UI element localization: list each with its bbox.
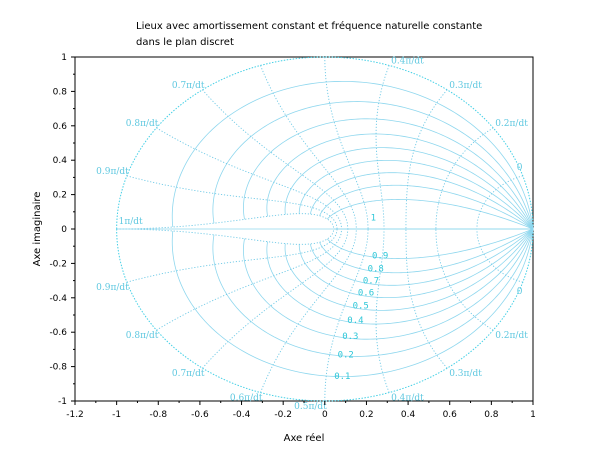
frequency-curve-0.3-lower xyxy=(405,228,448,369)
y-tick-label-0: 1 xyxy=(61,53,67,63)
y-axis-label: Axe imaginaire xyxy=(32,192,43,267)
frequency-curve-0.6-upper xyxy=(260,65,357,230)
frequency-curve-0.9-lower xyxy=(126,228,338,283)
x-tick-label-8: 0.4 xyxy=(401,410,416,420)
y-tick-label-2: 0.6 xyxy=(53,122,68,132)
curves-group xyxy=(116,56,534,402)
damping-curve-0.7-lower xyxy=(310,228,534,286)
damping-label-1: 0.2 xyxy=(338,351,354,361)
wn-label-upper-4: 0.7π/dt xyxy=(172,81,205,91)
y-tick-label-10: -1 xyxy=(58,397,67,407)
frequency-curve-0.4-upper xyxy=(375,65,390,230)
damping-curve-0.6-upper xyxy=(298,159,534,230)
x-tick-label-0: -1.2 xyxy=(66,410,84,420)
frequency-curve-0.8-lower xyxy=(156,228,343,331)
damping-curve-0.1-upper xyxy=(171,80,534,230)
damping-label-2: 0.3 xyxy=(342,332,358,342)
y-tick-label-3: 0.4 xyxy=(53,156,68,166)
wn-label-upper-6: 0.9π/dt xyxy=(96,167,129,177)
wn-label-upper-2: 0.3π/dt xyxy=(449,81,482,91)
damping-curve-0.3-upper xyxy=(243,118,534,230)
damping-curve-0.8-upper xyxy=(319,184,534,230)
frequency-curve-0.5-lower xyxy=(324,228,369,402)
x-tick-label-9: 0.6 xyxy=(443,410,458,420)
frequency-curve-1-lower xyxy=(116,228,335,245)
x-tick-label-10: 0.8 xyxy=(484,410,499,420)
damping-label-7: 0.8 xyxy=(368,265,384,275)
damping-curve-0.7-upper xyxy=(310,172,534,230)
damping-label-6: 0.7 xyxy=(363,277,379,287)
wn-label-lower-3: 0.4π/dt xyxy=(391,394,424,404)
frequency-curve-0.6-lower xyxy=(260,228,357,393)
wn-label-lower-6: 0.7π/dt xyxy=(172,369,205,379)
wn-label-lower-4: 0.5π/dt xyxy=(294,402,327,412)
damping-curve-0.8-lower xyxy=(319,228,534,274)
damping-curve-0.6-lower xyxy=(298,228,534,299)
damping-curve-0.2-upper xyxy=(212,101,534,230)
damping-label-0: 0.1 xyxy=(334,372,350,382)
y-tick-label-4: 0.2 xyxy=(53,191,67,201)
damping-curve-0.3-lower xyxy=(243,228,534,340)
x-tick-label-2: -0.8 xyxy=(149,410,167,420)
wn-label-lower-8: 0.9π/dt xyxy=(96,283,129,293)
damping-label-8: 0.9 xyxy=(372,252,388,262)
damping-curve-0.5-upper xyxy=(284,147,534,230)
wn-label-upper-1: 0.2π/dt xyxy=(495,119,528,129)
damping-label-9: 1 xyxy=(371,213,376,223)
y-tick-label-9: -0.8 xyxy=(49,363,67,373)
wn-label-lower-5: 0.6π/dt xyxy=(230,394,263,404)
frequency-curve-0.3-upper xyxy=(405,89,448,230)
frequency-curve-0.1-lower xyxy=(476,228,523,283)
y-tick-label-7: -0.4 xyxy=(49,294,67,304)
chart-title-line-1: Lieux avec amortissement constant et fré… xyxy=(136,20,482,32)
wn-label-lower-7: 0.8π/dt xyxy=(126,331,159,341)
frequency-curve-0.8-upper xyxy=(156,127,343,230)
damping-curve-0.4-upper xyxy=(266,133,534,230)
x-tick-label-5: -0.2 xyxy=(274,410,292,420)
x-tick-label-3: -0.6 xyxy=(191,410,209,420)
wn-label-upper-3: 0.4π/dt xyxy=(391,56,424,66)
damping-label-5: 0.6 xyxy=(358,289,374,299)
frequency-curve-0.9-upper xyxy=(126,175,338,230)
damping-curve-0.5-lower xyxy=(284,228,534,311)
frequency-curve-0.7-upper xyxy=(202,89,349,230)
x-tick-label-4: -0.4 xyxy=(233,410,251,420)
damping-curve-0.9-upper xyxy=(326,199,534,230)
damping-curve-0.2-lower xyxy=(212,228,534,357)
damping-curve-0.9-lower xyxy=(326,228,534,259)
x-tick-label-7: 0.2 xyxy=(359,410,373,420)
y-axis-ticks: 1 0.8 0.6 0.4 0.2 0 -0.2 -0.4 -0.6 -0.8 -1 xyxy=(49,53,75,407)
x-tick-label-6: 0 xyxy=(322,410,328,420)
y-tick-label-8: -0.6 xyxy=(49,328,67,338)
y-tick-label-1: 0.8 xyxy=(53,87,68,97)
y-tick-label-5: 0 xyxy=(61,225,67,235)
wn-label-lower-2: 0.3π/dt xyxy=(449,369,482,379)
x-axis-label: Axe réel xyxy=(284,432,325,444)
damping-label-4: 0.5 xyxy=(353,302,369,312)
labels-group: 0 0.2π/dt 0.3π/dt 0.4π/dt 0.7π/dt 0.8π/dt 0.9π… xyxy=(96,56,528,412)
wn-label-lower-1: 0.2π/dt xyxy=(495,331,528,341)
frequency-curve-1-upper xyxy=(116,213,335,230)
wn-label-upper-5: 0.8π/dt xyxy=(126,119,159,129)
y-tick-label-6: -0.2 xyxy=(49,259,67,269)
frequency-curve-0.1-upper xyxy=(476,175,523,230)
damping-label-3: 0.4 xyxy=(347,316,363,326)
frequency-curve-0.4-lower xyxy=(375,228,390,393)
wn-label-upper-0: 0 xyxy=(517,163,523,173)
x-axis-ticks: -1.2 -1 -0.8 -0.6 -0.4 -0.2 0 0.2 0.4 0.6 0.8 1 xyxy=(66,401,536,420)
frequency-curve-0.7-lower xyxy=(202,228,349,369)
wn-label-upper-7: 1π/dt xyxy=(119,217,143,227)
x-tick-label-11: 1 xyxy=(530,410,536,420)
chart-title-line-2: dans le plan discret xyxy=(136,37,234,48)
wn-label-lower-0: 0 xyxy=(517,287,523,297)
damping-curve-0.4-lower xyxy=(266,228,534,325)
frequency-curve-0.5-upper xyxy=(324,56,369,230)
x-tick-label-1: -1 xyxy=(112,410,121,420)
